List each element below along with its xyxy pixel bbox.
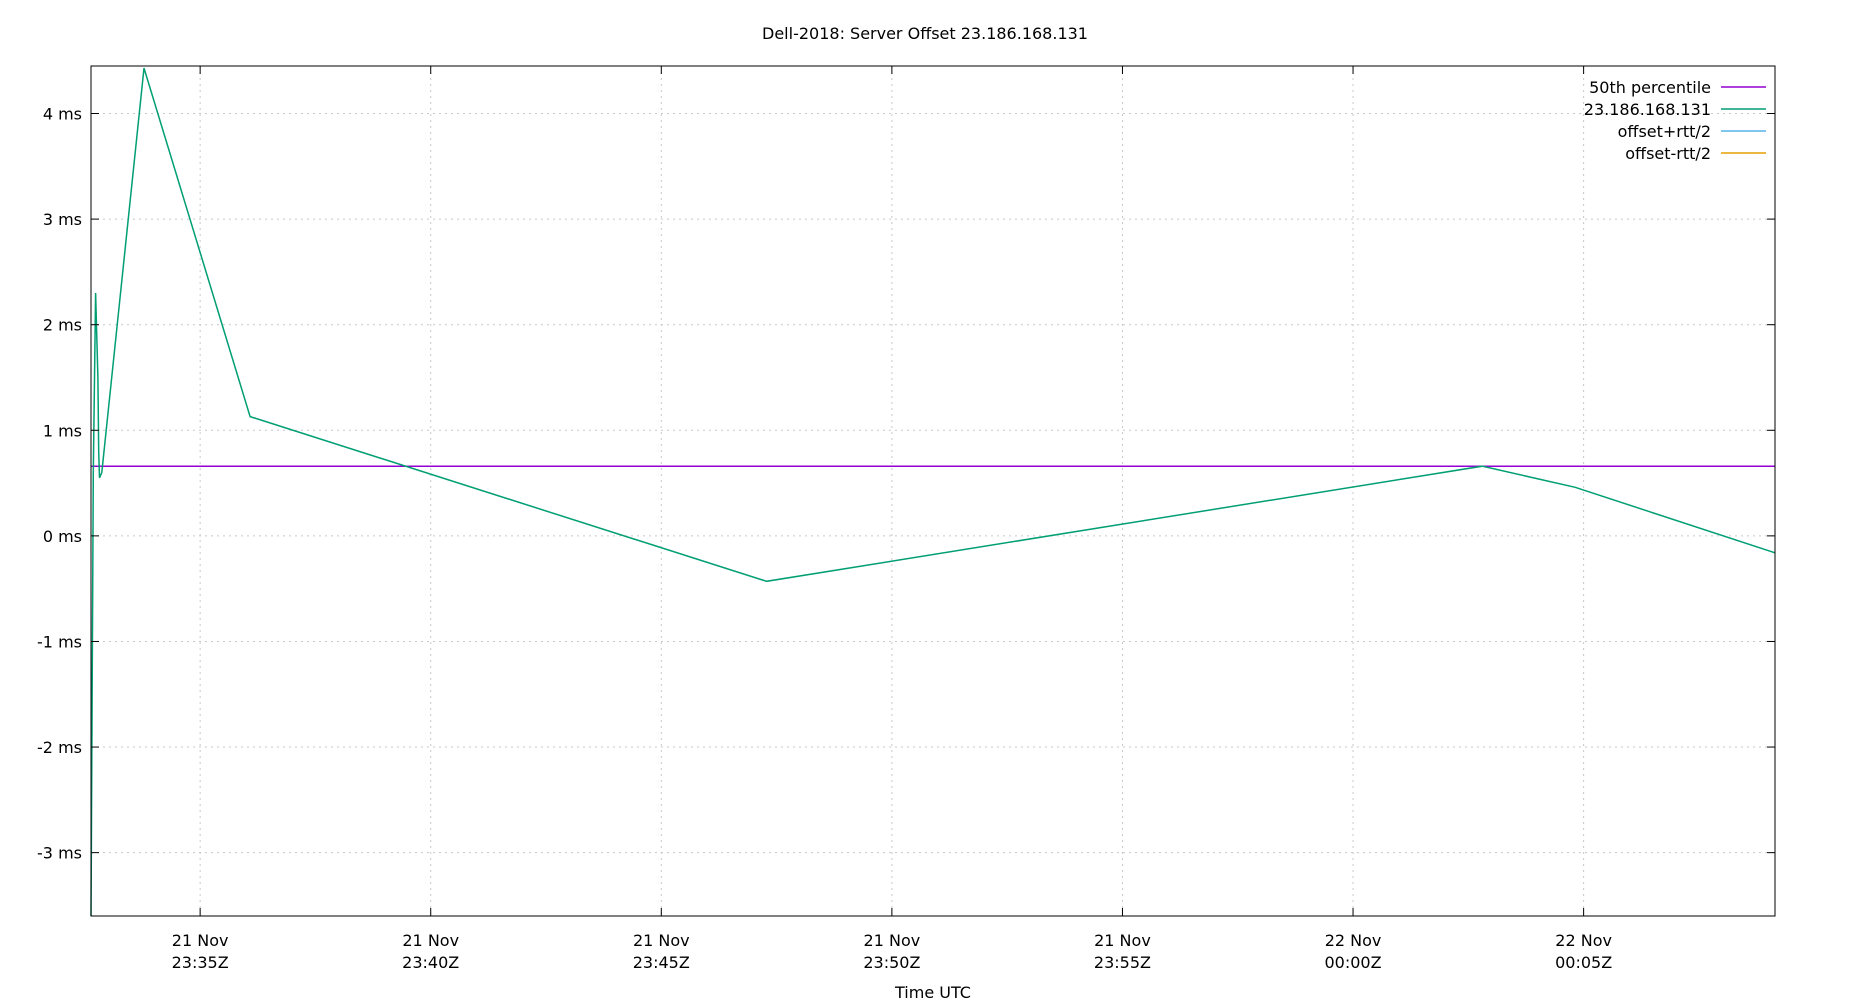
x-tick-label-time: 23:40Z bbox=[402, 953, 459, 972]
y-tick-label: 3 ms bbox=[43, 210, 82, 229]
y-tick-label: 0 ms bbox=[43, 527, 82, 546]
x-tick-label-time: 00:05Z bbox=[1555, 953, 1612, 972]
x-axis: 21 Nov 23:35Z 21 Nov 23:40Z 21 Nov 23:45Z 21 N… bbox=[172, 66, 1612, 972]
x-tick-label-time: 23:55Z bbox=[1094, 953, 1151, 972]
series-line-1 bbox=[90, 67, 1776, 917]
x-tick-label-time: 00:00Z bbox=[1325, 953, 1382, 972]
plot-series bbox=[90, 67, 1776, 917]
y-tick-label: 1 ms bbox=[43, 421, 82, 440]
x-tick-label-date: 22 Nov bbox=[1555, 931, 1612, 950]
legend-label: offset+rtt/2 bbox=[1618, 122, 1711, 141]
legend: 50th percentile 23.186.168.131 offset+rtt/… bbox=[1584, 78, 1766, 163]
x-tick-label-date: 21 Nov bbox=[172, 931, 229, 950]
legend-label: 50th percentile bbox=[1589, 78, 1711, 97]
chart-title: Dell-2018: Server Offset 23.186.168.131 bbox=[762, 24, 1088, 43]
x-tick-label-date: 21 Nov bbox=[633, 931, 690, 950]
x-tick-label-date: 22 Nov bbox=[1325, 931, 1382, 950]
x-tick-label-time: 23:45Z bbox=[633, 953, 690, 972]
x-tick-label-time: 23:35Z bbox=[172, 953, 229, 972]
plot-frame bbox=[90, 65, 1776, 917]
x-tick-label-date: 21 Nov bbox=[1094, 931, 1151, 950]
x-tick-label-time: 23:50Z bbox=[863, 953, 920, 972]
y-tick-label: 4 ms bbox=[43, 105, 82, 124]
legend-label: offset-rtt/2 bbox=[1625, 144, 1711, 163]
y-axis: -3 ms -2 ms -1 ms 0 ms 1 ms 2 ms 3 ms 4 ms bbox=[37, 105, 1775, 863]
x-axis-label: Time UTC bbox=[894, 983, 971, 1000]
x-tick-label-date: 21 Nov bbox=[402, 931, 459, 950]
legend-label: 23.186.168.131 bbox=[1584, 100, 1711, 119]
y-tick-label: -1 ms bbox=[37, 632, 82, 651]
grid-lines bbox=[91, 66, 1775, 916]
y-tick-label: -3 ms bbox=[37, 844, 82, 863]
y-tick-label: -2 ms bbox=[37, 738, 82, 757]
x-tick-label-date: 21 Nov bbox=[864, 931, 921, 950]
y-tick-label: 2 ms bbox=[43, 316, 82, 335]
